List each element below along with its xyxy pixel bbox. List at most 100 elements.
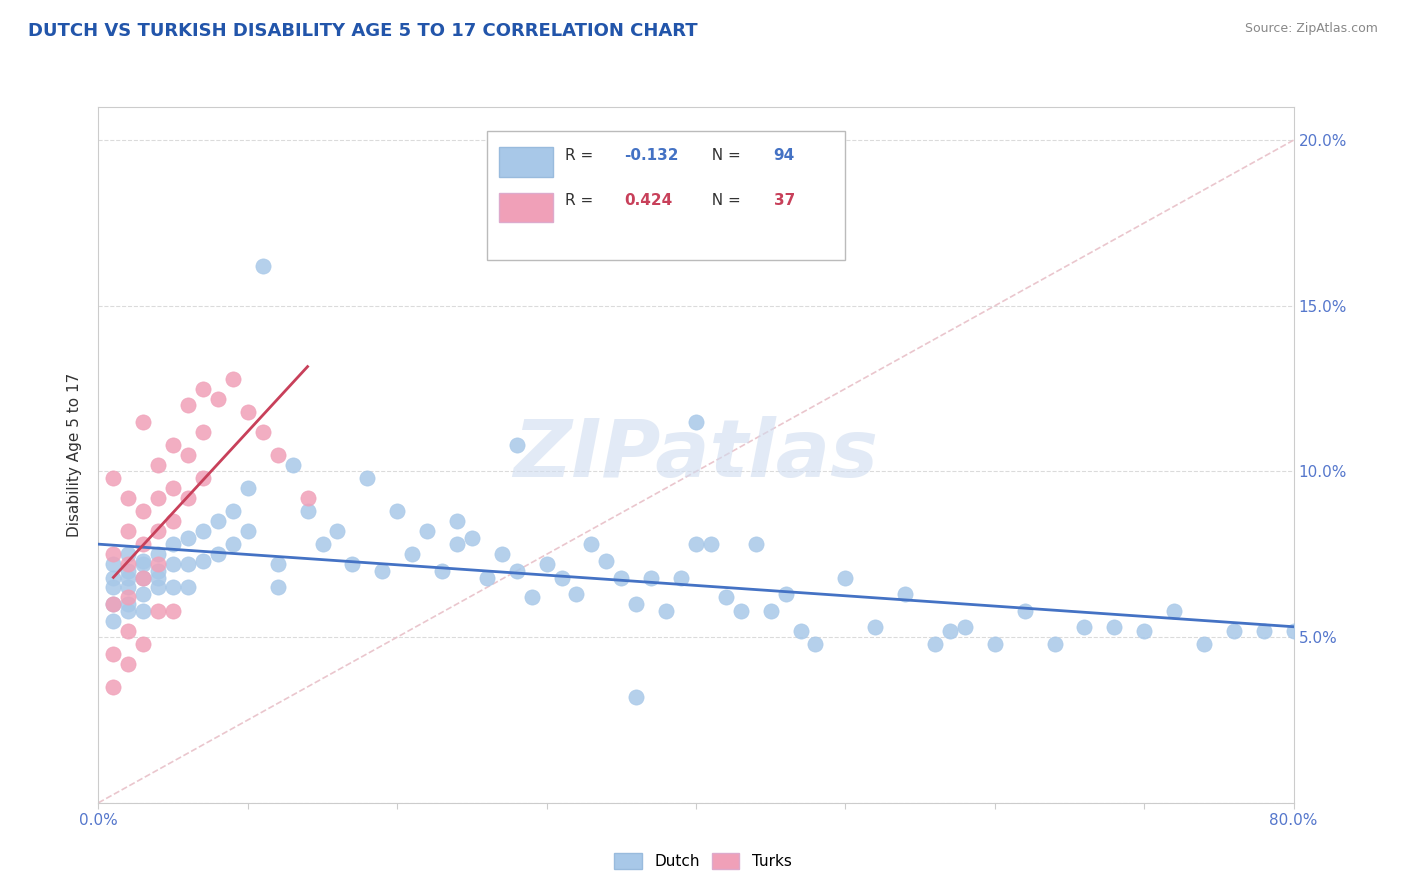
Point xyxy=(506,564,529,578)
Point xyxy=(267,448,290,462)
Point xyxy=(162,481,184,495)
Point xyxy=(177,398,200,412)
Point xyxy=(311,537,333,551)
Point xyxy=(132,604,155,618)
Point xyxy=(267,558,290,572)
Point xyxy=(506,438,529,452)
Point xyxy=(297,491,319,505)
Point xyxy=(148,524,170,538)
Point xyxy=(491,547,513,561)
Point xyxy=(148,491,170,505)
Point xyxy=(775,587,797,601)
Point xyxy=(626,690,648,704)
Point xyxy=(117,624,139,638)
Point xyxy=(267,581,290,595)
Text: 0.424: 0.424 xyxy=(624,194,672,209)
Text: 94: 94 xyxy=(773,148,794,163)
Point xyxy=(461,531,484,545)
Point xyxy=(430,564,453,578)
Point xyxy=(520,591,543,605)
Point xyxy=(117,657,139,671)
Point xyxy=(953,620,976,634)
Text: R =: R = xyxy=(565,148,598,163)
Point xyxy=(177,558,200,572)
Point xyxy=(103,597,125,611)
Point xyxy=(132,554,155,568)
Point xyxy=(565,587,588,601)
Point xyxy=(1282,624,1305,638)
Point xyxy=(103,597,125,611)
Point xyxy=(536,558,558,572)
Point xyxy=(595,554,617,568)
Point xyxy=(550,570,572,584)
Point xyxy=(103,614,125,628)
Point xyxy=(475,570,498,584)
Point xyxy=(162,438,184,452)
Point xyxy=(236,524,259,538)
Point xyxy=(207,547,229,561)
Text: -0.132: -0.132 xyxy=(624,148,679,163)
Point xyxy=(117,591,139,605)
Point xyxy=(103,570,125,584)
Point xyxy=(162,604,184,618)
Point xyxy=(1073,620,1095,634)
Point xyxy=(117,604,139,618)
Point xyxy=(162,537,184,551)
Point xyxy=(939,624,962,638)
Point xyxy=(132,537,155,551)
Text: ZIPatlas: ZIPatlas xyxy=(513,416,879,494)
Point xyxy=(730,604,752,618)
Point xyxy=(669,570,692,584)
Point xyxy=(162,581,184,595)
Point xyxy=(132,570,155,584)
Legend: Dutch, Turks: Dutch, Turks xyxy=(609,847,797,875)
Point xyxy=(924,637,946,651)
Point xyxy=(117,491,139,505)
Point xyxy=(401,547,423,561)
Point xyxy=(207,514,229,528)
Point xyxy=(132,587,155,601)
Point xyxy=(191,425,214,439)
Point xyxy=(148,570,170,584)
Point xyxy=(103,558,125,572)
Point xyxy=(745,537,768,551)
Point xyxy=(1043,637,1066,651)
Point xyxy=(148,547,170,561)
Text: Source: ZipAtlas.com: Source: ZipAtlas.com xyxy=(1244,22,1378,36)
Point xyxy=(385,504,409,518)
Point xyxy=(177,491,200,505)
Point xyxy=(297,504,319,518)
Point xyxy=(685,537,707,551)
Point xyxy=(148,558,170,572)
Point xyxy=(148,581,170,595)
Point xyxy=(191,382,214,396)
Point xyxy=(148,604,170,618)
Point xyxy=(177,531,200,545)
Point xyxy=(610,570,633,584)
Point xyxy=(1133,624,1156,638)
Point xyxy=(581,537,603,551)
Text: N =: N = xyxy=(702,148,745,163)
Point xyxy=(117,558,139,572)
Point xyxy=(714,591,737,605)
Point xyxy=(132,637,155,651)
Point xyxy=(804,637,827,651)
Point xyxy=(984,637,1007,651)
Point xyxy=(103,647,125,661)
Point xyxy=(103,680,125,694)
Point xyxy=(191,554,214,568)
Point xyxy=(759,604,782,618)
Point xyxy=(103,471,125,485)
Point xyxy=(834,570,856,584)
Point xyxy=(865,620,887,634)
Point xyxy=(117,564,139,578)
Point xyxy=(236,405,259,419)
Point xyxy=(626,597,648,611)
FancyBboxPatch shape xyxy=(499,193,553,222)
Point xyxy=(162,558,184,572)
FancyBboxPatch shape xyxy=(486,131,845,260)
Point xyxy=(162,514,184,528)
Point xyxy=(191,471,214,485)
Point xyxy=(446,537,468,551)
Point xyxy=(356,471,378,485)
